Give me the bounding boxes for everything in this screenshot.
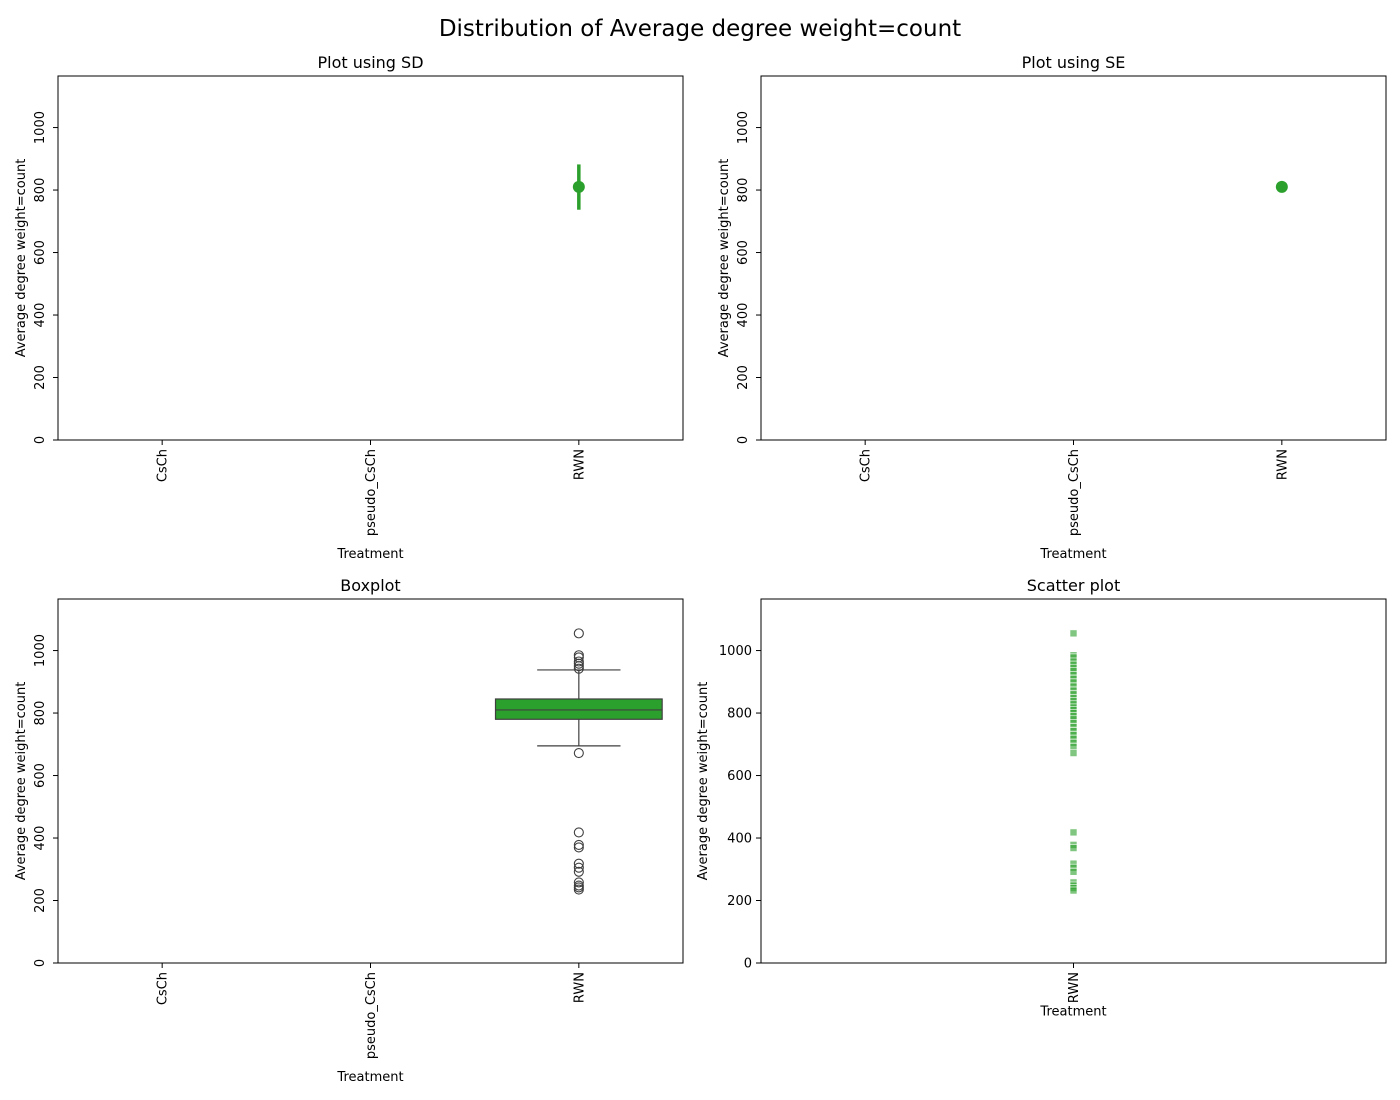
y-tick-label: 600 — [33, 763, 48, 788]
panel-scatter-plot: Scatter plot 0 200 400 600 800 1000 RWN Treatmen… — [696, 576, 1387, 1020]
y-tick-label: 200 — [727, 894, 752, 909]
outlier-point — [573, 661, 584, 672]
panel-plot-using-se: Plot using SE 0 200 400 600 800 1000 CsCh pseudo… — [717, 53, 1387, 562]
outlier-point — [573, 877, 584, 888]
y-axis-label: Average degree weight=count — [14, 682, 29, 881]
x-tick-label: RWN — [572, 449, 587, 480]
mean-point — [572, 180, 585, 193]
outlier-point — [573, 842, 584, 853]
y-tick-label: 1000 — [719, 644, 752, 659]
y-tick-label: 600 — [33, 240, 48, 265]
y-tick-label: 0 — [736, 436, 751, 444]
scatter-point — [1069, 749, 1078, 757]
y-axis-label: Average degree weight=count — [696, 682, 711, 881]
panel-title: Plot using SD — [317, 53, 423, 72]
scatter-point — [1069, 844, 1078, 852]
y-tick-label: 200 — [33, 365, 48, 390]
x-tick-label: CsCh — [156, 972, 171, 1005]
outlier-point — [573, 827, 584, 838]
outlier-point — [573, 658, 584, 669]
axes-frame — [57, 75, 684, 441]
y-tick-label: 200 — [736, 365, 751, 390]
y-tick-label: 400 — [736, 303, 751, 328]
panel-boxplot: Boxplot 0 200 400 600 800 1000 CsCh pseudo_CsCh R… — [14, 576, 684, 1085]
x-tick-label: RWN — [1275, 449, 1290, 480]
y-tick-label: 400 — [33, 826, 48, 851]
panel-title: Scatter plot — [1027, 576, 1120, 595]
y-tick-label: 0 — [33, 959, 48, 967]
outlier-point — [573, 866, 584, 877]
x-tick-label: CsCh — [859, 449, 874, 482]
outlier-point — [573, 839, 584, 850]
panel-plot-using-sd: Plot using SD 0 200 400 600 800 1000 CsCh pseudo… — [14, 53, 684, 562]
outlier-point — [573, 628, 584, 639]
y-tick-label: 800 — [33, 701, 48, 726]
y-axis-label: Average degree weight=count — [14, 159, 29, 358]
y-tick-label: 400 — [727, 832, 752, 847]
x-tick-label: RWN — [1067, 972, 1082, 1003]
axes-frame — [57, 598, 684, 964]
x-tick-label: CsCh — [156, 449, 171, 482]
axes-frame — [760, 75, 1387, 441]
y-tick-label: 600 — [736, 240, 751, 265]
x-tick-label: pseudo_CsCh — [1067, 449, 1082, 536]
scatter-point — [1069, 629, 1078, 638]
x-tick-label: RWN — [572, 972, 587, 1003]
y-tick-label: 800 — [727, 707, 752, 722]
mean-point — [1275, 180, 1288, 193]
figure-title: Distribution of Average degree weight=co… — [438, 16, 962, 42]
y-tick-label: 800 — [33, 178, 48, 203]
y-tick-label: 800 — [736, 178, 751, 203]
outlier-point — [573, 862, 584, 873]
x-tick-label: pseudo_CsCh — [364, 972, 379, 1059]
x-tick-label: pseudo_CsCh — [364, 449, 379, 536]
scatter-point — [1069, 828, 1078, 837]
outlier-point — [573, 884, 584, 895]
y-tick-label: 600 — [727, 769, 752, 784]
panel-title: Plot using SE — [1022, 53, 1126, 72]
panel-title: Boxplot — [340, 576, 400, 595]
x-axis-label: Treatment — [336, 1070, 403, 1085]
outlier-point — [573, 858, 584, 869]
x-axis-label: Treatment — [1039, 1005, 1106, 1020]
y-tick-label: 200 — [33, 888, 48, 913]
box-iqr — [494, 698, 663, 720]
outlier-point — [573, 747, 584, 759]
y-tick-label: 0 — [33, 436, 48, 444]
y-tick-label: 1000 — [33, 634, 48, 667]
x-axis-label: Treatment — [336, 547, 403, 562]
y-tick-label: 400 — [33, 303, 48, 328]
y-tick-label: 0 — [744, 957, 752, 972]
y-tick-label: 1000 — [736, 111, 751, 144]
scatter-point — [1069, 867, 1078, 876]
y-tick-label: 1000 — [33, 111, 48, 144]
y-axis-label: Average degree weight=count — [717, 159, 732, 358]
outlier-point — [573, 663, 584, 674]
x-axis-label: Treatment — [1039, 547, 1106, 562]
scatter-point — [1069, 886, 1078, 895]
